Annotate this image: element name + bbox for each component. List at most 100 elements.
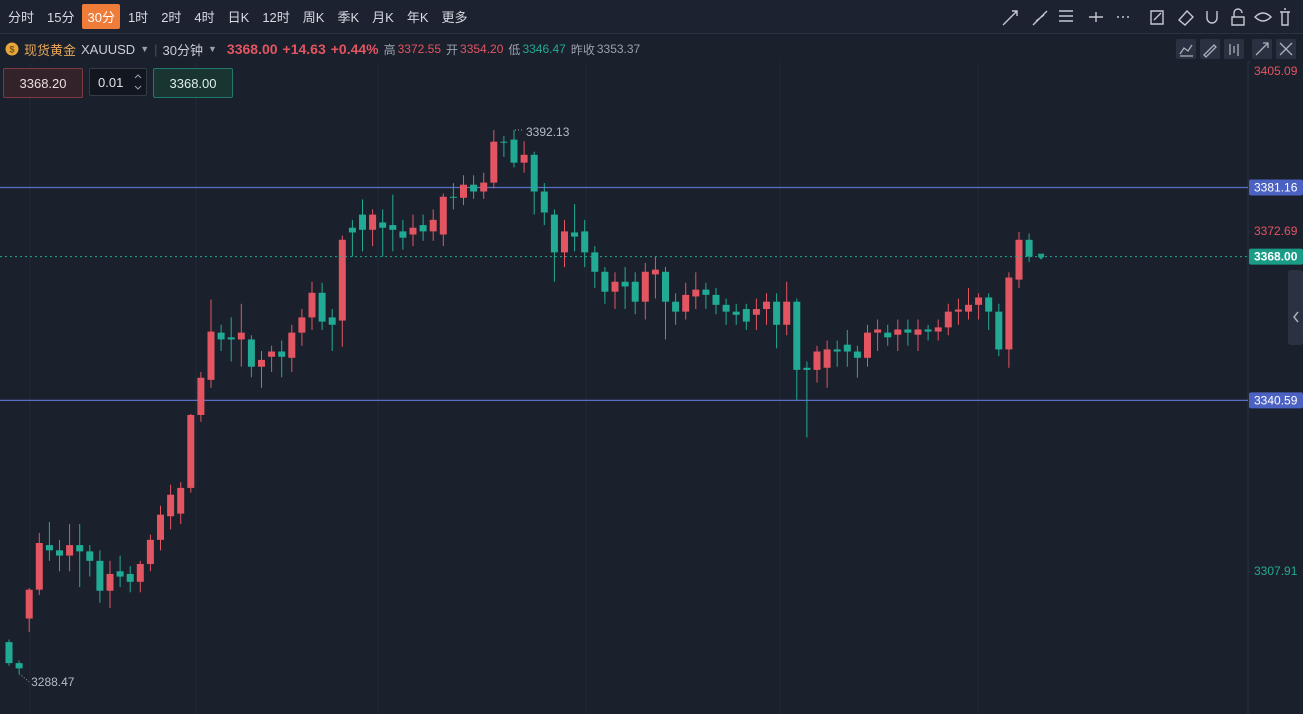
high-value: 3372.55 (397, 42, 442, 56)
lock-tool[interactable] (1231, 8, 1245, 26)
interval-name[interactable]: 30分钟 (162, 42, 203, 58)
high-label: 高 (383, 42, 396, 57)
magnet-tool[interactable] (1206, 11, 1218, 24)
candle-body (975, 297, 983, 305)
hline-tool[interactable] (1089, 12, 1103, 22)
candle-body (853, 351, 861, 358)
candle-body (550, 214, 558, 253)
interval-tab[interactable]: 4时 (194, 10, 215, 25)
candle-body (621, 281, 629, 287)
candle-body (126, 573, 134, 582)
candle-body (783, 301, 791, 325)
candle-body (843, 344, 851, 352)
buy-button[interactable]: 3368.00 (153, 68, 233, 98)
drawing-tools (1002, 8, 1290, 26)
interval-tab[interactable]: 周K (302, 10, 325, 25)
chart-tools (1176, 39, 1296, 59)
candle-body (490, 141, 498, 183)
svg-text:$: $ (9, 45, 14, 55)
candle-body (944, 311, 952, 328)
candle-body (611, 281, 619, 292)
candle-body (106, 573, 114, 591)
interval-dropdown[interactable]: ▼ (207, 44, 217, 54)
price-line-label: 3340.59 (1254, 394, 1298, 408)
candle-body (712, 294, 720, 305)
candle-body (823, 349, 831, 368)
symbol-icon: $ (5, 42, 19, 56)
symbol-dropdown[interactable]: ▼ (140, 44, 150, 54)
quick-order: 3368.20 0.01 3368.00 (3, 68, 239, 98)
ray-tool[interactable] (1032, 10, 1048, 26)
candle-body (651, 269, 659, 275)
candle-body (217, 332, 225, 340)
interval-tab[interactable]: 分时 (8, 10, 35, 25)
candle-body (399, 231, 407, 238)
interval-tab[interactable]: 1时 (127, 10, 149, 25)
side-panel-toggle[interactable] (1288, 270, 1303, 345)
candle-body (177, 487, 185, 514)
candle-body (328, 317, 336, 325)
prev-close-value: 3353.37 (596, 42, 641, 56)
interval-tab[interactable]: 12时 (262, 10, 290, 25)
candle-body (136, 563, 144, 582)
candle-body (803, 367, 811, 370)
last-price-label: 3368.00 (1254, 250, 1298, 264)
visibility-tool[interactable] (1254, 12, 1272, 22)
quantity-input[interactable]: 0.01 (89, 68, 147, 96)
candle-body (157, 514, 164, 540)
candle-body (76, 545, 84, 552)
candle-body (1005, 277, 1013, 350)
tool-icon (1179, 44, 1193, 57)
note-tool[interactable] (1150, 10, 1164, 25)
candle-body (348, 227, 356, 233)
delete-tool[interactable] (1280, 8, 1290, 26)
trend-line-tool[interactable] (1002, 10, 1018, 26)
candle-body (268, 351, 276, 357)
candle-body (379, 222, 387, 228)
candles (5, 129, 1033, 674)
fib-tool[interactable] (1059, 10, 1073, 22)
interval-tab[interactable]: 15分 (47, 10, 75, 25)
interval-tab[interactable]: 2时 (161, 10, 182, 25)
interval-tab[interactable]: 季K (337, 10, 360, 25)
candle-body (540, 191, 548, 213)
low-annotation-line (18, 673, 30, 683)
candle-body (116, 571, 124, 577)
interval-tab[interactable]: 年K (406, 10, 429, 25)
quantity-spinner[interactable] (132, 69, 144, 95)
candle-body (591, 252, 599, 272)
candle-body (258, 359, 265, 367)
candle-body (449, 196, 457, 198)
low-annotation: 3288.47 (31, 675, 75, 689)
interval-tab[interactable]: 月K (372, 10, 394, 25)
last-price-box (1249, 248, 1303, 265)
candle-body (985, 297, 993, 312)
symbol-code[interactable]: XAUUSD (81, 41, 136, 57)
interval-tab[interactable]: 日K (227, 10, 250, 25)
symbol-name: 现货黄金 (24, 42, 77, 58)
candle-body (359, 214, 366, 230)
candle-body (601, 271, 609, 292)
candle-body (288, 332, 296, 358)
candle-body (56, 550, 63, 556)
candle-body (419, 225, 427, 232)
candle-body (641, 271, 649, 302)
prev-close-label: 昨收 (570, 42, 595, 57)
interval-tab[interactable]: 更多 (441, 10, 468, 25)
candle-body (308, 292, 316, 318)
sell-button[interactable]: 3368.20 (3, 68, 83, 98)
candle-body (5, 642, 13, 664)
candle-body (45, 545, 53, 551)
tool-icon (1203, 44, 1217, 58)
candle-body (237, 332, 245, 340)
interval-tab[interactable]: 30分 (82, 4, 120, 29)
eraser-tool[interactable] (1177, 9, 1194, 26)
candle-body (682, 294, 690, 312)
price-line-box (1249, 392, 1303, 409)
candle-body (338, 239, 346, 321)
tool-icon (1255, 42, 1269, 56)
open-value: 3354.20 (460, 42, 504, 56)
candle-body (96, 560, 104, 591)
